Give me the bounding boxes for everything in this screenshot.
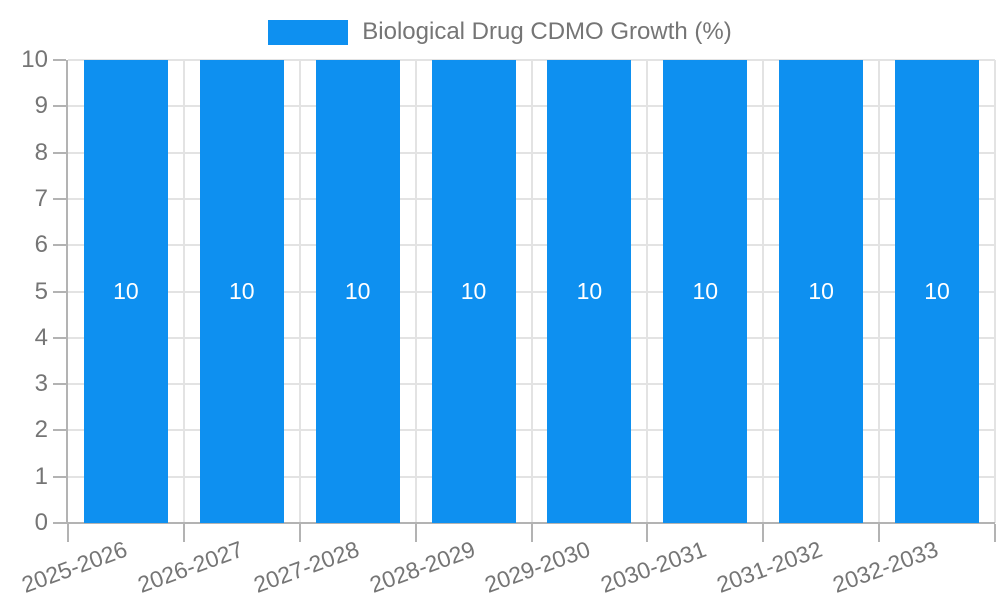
x-axis-label: 2029-2030 [481,535,594,598]
bar-value-label: 10 [924,278,950,304]
x-axis-label: 2031-2032 [713,535,826,598]
y-tick [53,383,66,386]
y-tick [53,475,66,478]
legend-swatch-icon [268,19,349,45]
bar[interactable]: 10 [547,60,632,523]
bar-value-label: 10 [113,278,139,304]
y-axis-label: 4 [34,323,48,351]
y-tick [53,151,66,154]
x-axis-label: 2030-2031 [597,535,710,598]
y-axis-label: 2 [34,416,48,444]
x-tick [414,524,417,542]
y-tick [53,336,66,339]
legend-label: Biological Drug CDMO Growth (%) [362,18,732,45]
bar[interactable]: 10 [199,60,284,523]
y-tick [53,522,66,524]
bar[interactable]: 10 [431,60,516,523]
bar[interactable]: 10 [315,60,400,523]
bar-value-label: 10 [808,278,834,304]
bar[interactable]: 10 [779,60,864,523]
y-tick [53,244,66,247]
y-axis-label: 9 [34,92,48,120]
x-tick [878,524,881,542]
plot-area: 0 1 2 3 4 5 6 7 8 9 10 10 10 10 10 10 10 10 10 2025-2026 202… [18,46,996,598]
v-gridline [182,60,185,523]
x-tick [298,524,301,542]
chart-legend: Biological Drug CDMO Growth (%) [0,18,1000,46]
bar-value-label: 10 [460,278,487,304]
x-tick [994,524,996,542]
y-axis-label: 3 [34,370,48,398]
x-axis-label: 2027-2028 [249,535,363,598]
v-gridline [414,60,417,523]
x-axis-label: 2025-2026 [18,535,131,598]
bar-value-label: 10 [229,278,255,304]
y-tick [53,59,66,61]
x-tick [67,524,69,542]
x-axis-line [66,522,995,524]
x-axis-label: 2028-2029 [365,535,479,598]
v-gridline [646,60,649,523]
y-tick [53,429,66,432]
x-axis-label: 2032-2033 [829,535,942,598]
x-tick [182,524,185,542]
y-axis-label: 0 [34,509,48,536]
y-axis-label: 7 [34,184,48,212]
y-axis-label: 6 [34,231,48,259]
y-tick [53,290,66,293]
v-gridline [298,60,301,523]
legend-item[interactable]: Biological Drug CDMO Growth (%) [268,18,732,46]
y-axis-label: 8 [34,138,48,166]
y-axis-label: 5 [34,277,48,305]
bar-value-label: 10 [576,278,603,304]
x-tick [762,524,765,542]
v-gridline [530,60,533,523]
v-gridline [878,60,881,523]
x-tick [646,524,649,542]
bar[interactable]: 10 [895,60,980,523]
v-gridline [994,60,996,523]
y-axis-label: 1 [34,462,48,490]
bar[interactable]: 10 [663,60,748,523]
y-tick [53,197,66,200]
bar[interactable]: 10 [83,60,168,523]
y-axis-line [66,60,68,523]
y-tick [53,105,66,108]
x-tick [530,524,533,542]
bar-value-label: 10 [344,278,371,304]
bar-value-label: 10 [692,278,719,304]
x-axis-label: 2026-2027 [134,535,247,598]
v-gridline [762,60,765,523]
y-axis-label: 10 [21,46,48,73]
